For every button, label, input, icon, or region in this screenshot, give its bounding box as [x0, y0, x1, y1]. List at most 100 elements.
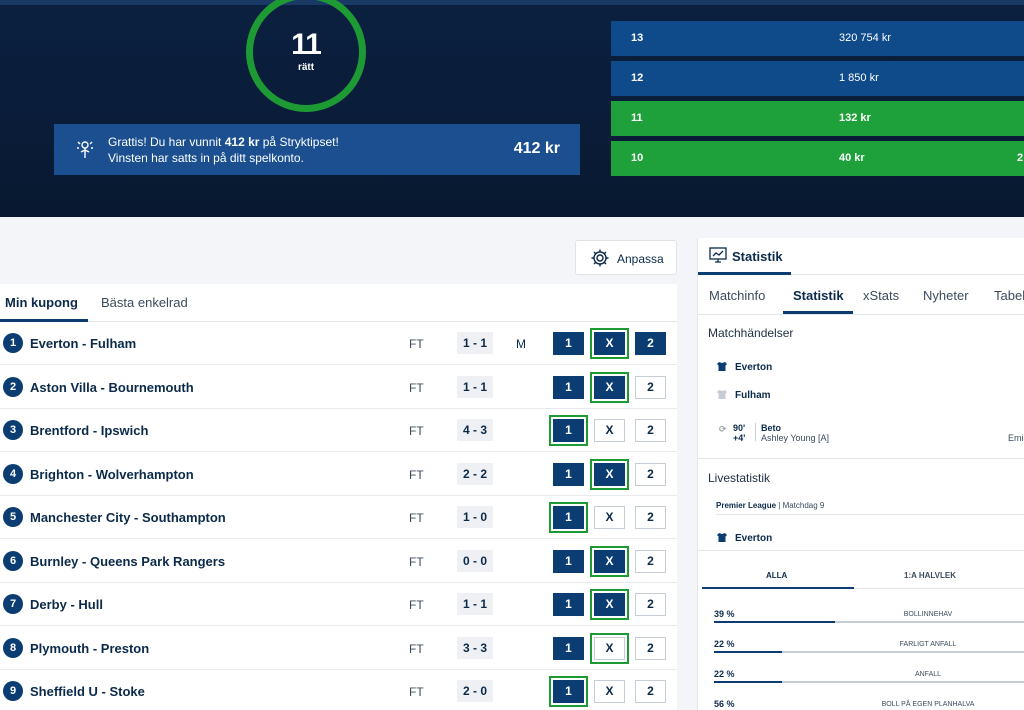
match-score: 0 - 0	[457, 549, 493, 572]
pick-2-button[interactable]: 2	[635, 332, 666, 355]
prize-row: 12 1 850 kr	[611, 61, 1024, 96]
match-score: 1 - 1	[457, 593, 493, 615]
pick-1-button[interactable]: 1	[553, 375, 584, 399]
tab-basta-enkelrad[interactable]: Bästa enkelrad	[101, 295, 188, 310]
pick-x-button[interactable]: X	[590, 458, 629, 490]
stat-name: BOLL PÅ EGEN PLANHALVA	[881, 701, 975, 708]
live-stat-row: 39 % BOLLINNEHAV	[714, 609, 1024, 629]
pick-2-button[interactable]: 2	[635, 375, 666, 399]
header-underline	[698, 272, 791, 275]
pick-2-button[interactable]: 2	[635, 419, 666, 442]
match-name: Manchester City - Southampton	[30, 510, 226, 525]
stat-name: ANFALL	[914, 671, 942, 678]
section-divider	[697, 458, 1024, 459]
prize-amount: 40 kr	[839, 152, 865, 164]
pick-1-button[interactable]: 1	[549, 415, 588, 446]
coupon-tabs: Min kupong Bästa enkelrad	[0, 284, 677, 322]
match-status: FT	[409, 554, 424, 569]
pick-1-button[interactable]: 1	[553, 549, 584, 573]
period-tab-all[interactable]: ALLA	[766, 571, 788, 580]
pick-1-button[interactable]: 1	[549, 502, 588, 533]
pick-x-button[interactable]: X	[590, 371, 629, 403]
pick-x-button[interactable]: X	[590, 589, 629, 620]
customize-label: Anpassa	[617, 252, 664, 266]
results-hero: 11 rätt Grattis! Du har vunnit 412 kr på…	[0, 0, 1024, 217]
stat-percent: 22 %	[714, 639, 735, 649]
pick-1-button[interactable]: 1	[549, 676, 588, 707]
substitution-icon: ⟳	[719, 424, 727, 434]
tab-matchinfo[interactable]: Matchinfo	[709, 288, 766, 303]
pick-x-button[interactable]: X	[594, 506, 625, 529]
prize-row: 10 40 kr 2	[611, 141, 1024, 176]
away-shirt-icon	[717, 389, 727, 399]
pick-2-button[interactable]: 2	[635, 593, 666, 616]
pick-2-button[interactable]: 2	[635, 506, 666, 529]
pick-1-button[interactable]: 1	[553, 636, 584, 660]
pick-2-button[interactable]: 2	[635, 549, 666, 573]
active-tab-indicator	[0, 319, 88, 322]
pick-x-button[interactable]: X	[590, 328, 629, 359]
tab-statistik[interactable]: Statistik	[793, 288, 844, 303]
pick-2-button[interactable]: 2	[635, 680, 666, 703]
pick-1-button[interactable]: 1	[553, 332, 584, 355]
match-name: Plymouth - Preston	[30, 640, 150, 656]
tab-xstats[interactable]: xStats	[863, 288, 900, 303]
correct-count-label: rätt	[297, 62, 315, 73]
prize-row: 11 132 kr	[611, 101, 1024, 136]
tab-nyheter[interactable]: Nyheter	[923, 288, 969, 303]
pick-x-button[interactable]: X	[590, 545, 629, 577]
win-message-line1: Grattis! Du har vunnit 412 kr på Strykti…	[108, 135, 339, 149]
prize-correct-rows: 13	[631, 32, 644, 44]
period-tabs: ALLA 1:A HALVLEK	[702, 565, 1024, 589]
pick-x-button[interactable]: X	[594, 419, 625, 442]
pick-1-button[interactable]: 1	[553, 593, 584, 616]
live-stats-title: Livestatistik	[708, 471, 771, 485]
away-team-row: Fulham	[717, 389, 771, 401]
prize-correct-rows: 10	[631, 152, 644, 164]
match-status: FT	[409, 337, 424, 351]
match-events-title: Matchhändelser	[708, 326, 794, 340]
chart-icon	[709, 247, 727, 263]
stat-bar-track	[714, 681, 1024, 683]
prize-row: 13 320 754 kr	[611, 21, 1024, 56]
period-tab-first-half[interactable]: 1:A HALVLEK	[904, 571, 956, 580]
pick-2-button[interactable]: 2	[635, 462, 666, 486]
stat-percent: 56 %	[714, 699, 735, 709]
event-added-time: +4'	[733, 433, 746, 443]
match-number: 1	[3, 333, 23, 353]
match-name: Brighton - Wolverhampton	[30, 466, 194, 482]
customize-button[interactable]: Anpassa	[575, 240, 677, 275]
match-name: Brentford - Ipswich	[30, 423, 149, 438]
match-number: 9	[3, 681, 23, 701]
tab-min-kupong[interactable]: Min kupong	[5, 295, 78, 310]
win-message-line2: Vinsten har satts in på ditt spelkonto.	[108, 151, 304, 165]
stat-percent: 22 %	[714, 669, 735, 679]
pick-x-button[interactable]: X	[594, 680, 625, 703]
league-info: Premier League | Matchdag 9	[716, 501, 825, 510]
pick-x-button[interactable]: X	[590, 632, 629, 664]
event-extra: Emi	[1008, 433, 1024, 443]
gear-icon	[590, 248, 610, 268]
correct-count: 11	[291, 28, 322, 61]
celebration-icon	[74, 138, 96, 160]
pick-2-button[interactable]: 2	[635, 636, 666, 660]
match-flag: M	[516, 337, 526, 351]
match-name: Sheffield U - Stoke	[30, 684, 145, 699]
live-team-row: Everton	[717, 532, 772, 544]
match-status: FT	[409, 424, 424, 438]
period-tab-indicator	[702, 587, 854, 589]
pick-1-button[interactable]: 1	[553, 462, 584, 486]
statistics-panel-header[interactable]: Statistik	[698, 238, 1024, 275]
tab-tabell[interactable]: Tabel	[994, 288, 1024, 303]
stat-bar-fill	[714, 621, 835, 623]
prize-amount: 1 850 kr	[839, 72, 879, 84]
